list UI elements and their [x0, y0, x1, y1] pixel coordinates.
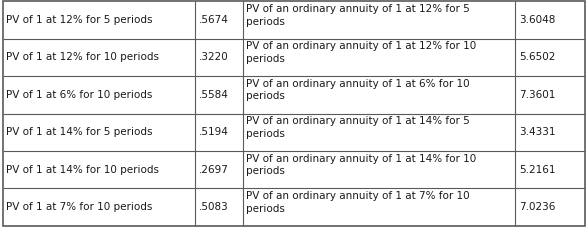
Text: PV of an ordinary annuity of 1 at 12% for 10
periods: PV of an ordinary annuity of 1 at 12% fo… [246, 41, 476, 64]
Text: PV of 1 at 7% for 10 periods: PV of 1 at 7% for 10 periods [6, 202, 153, 212]
Text: 7.3601: 7.3601 [519, 90, 555, 100]
Text: .3220: .3220 [199, 52, 228, 62]
Text: PV of an ordinary annuity of 1 at 7% for 10
periods: PV of an ordinary annuity of 1 at 7% for… [246, 191, 470, 214]
Text: 3.6048: 3.6048 [519, 15, 555, 25]
Text: .5194: .5194 [199, 127, 229, 137]
Text: .2697: .2697 [199, 165, 229, 175]
Text: PV of 1 at 14% for 10 periods: PV of 1 at 14% for 10 periods [6, 165, 159, 175]
Text: .5674: .5674 [199, 15, 229, 25]
Text: PV of 1 at 12% for 10 periods: PV of 1 at 12% for 10 periods [6, 52, 159, 62]
Text: .5584: .5584 [199, 90, 229, 100]
Text: 3.4331: 3.4331 [519, 127, 555, 137]
Text: PV of an ordinary annuity of 1 at 12% for 5
periods: PV of an ordinary annuity of 1 at 12% fo… [246, 4, 470, 27]
Text: .5083: .5083 [199, 202, 228, 212]
Text: PV of an ordinary annuity of 1 at 14% for 10
periods: PV of an ordinary annuity of 1 at 14% fo… [246, 154, 476, 176]
Text: PV of 1 at 6% for 10 periods: PV of 1 at 6% for 10 periods [6, 90, 153, 100]
Text: PV of an ordinary annuity of 1 at 6% for 10
periods: PV of an ordinary annuity of 1 at 6% for… [246, 79, 470, 101]
Text: 5.2161: 5.2161 [519, 165, 555, 175]
Text: 7.0236: 7.0236 [519, 202, 555, 212]
Text: PV of 1 at 14% for 5 periods: PV of 1 at 14% for 5 periods [6, 127, 153, 137]
Text: 5.6502: 5.6502 [519, 52, 555, 62]
Text: PV of an ordinary annuity of 1 at 14% for 5
periods: PV of an ordinary annuity of 1 at 14% fo… [246, 116, 470, 139]
Text: PV of 1 at 12% for 5 periods: PV of 1 at 12% for 5 periods [6, 15, 153, 25]
